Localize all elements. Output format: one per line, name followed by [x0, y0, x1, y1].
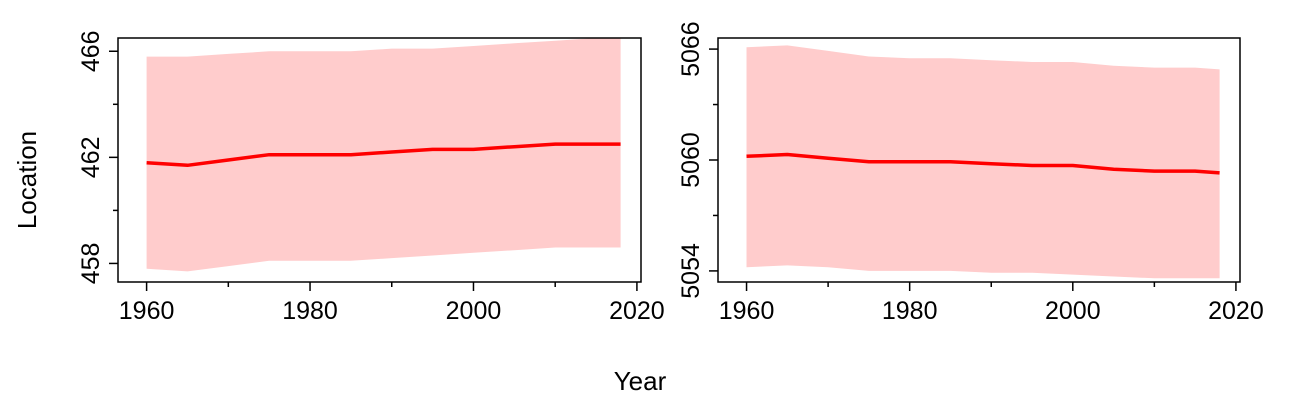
- confidence-band: [146, 38, 621, 272]
- x-tick-label: 1980: [282, 297, 338, 325]
- x-axis-title: Year: [614, 366, 667, 396]
- x-tick-label: 2020: [1208, 297, 1264, 325]
- x-tick-label: 2020: [609, 297, 665, 325]
- plot-frame: [117, 37, 642, 283]
- panel-2: 1960 1980 2000 2020 5054 5060 5066: [677, 21, 1264, 325]
- y-tick-label: 458: [77, 243, 105, 285]
- x-tick-label: 1960: [719, 297, 775, 325]
- y-tick-label: 5060: [677, 132, 705, 188]
- x-tick-label: 1960: [119, 297, 175, 325]
- y-axis-title: Location: [12, 131, 42, 229]
- panel-1: 1960 1980 2000 2020 458 462 466: [77, 30, 665, 325]
- y-tick-label: 462: [77, 136, 105, 178]
- y-tick-label: 466: [77, 30, 105, 72]
- panels: 1960 1980 2000 2020 458 462 466 1960 1980 2000 202…: [77, 21, 1264, 325]
- x-tick-label: 2000: [446, 297, 502, 325]
- y-tick-label: 5054: [677, 243, 705, 299]
- y-tick-label: 5066: [677, 21, 705, 77]
- x-tick-label: 1980: [882, 297, 938, 325]
- estimate-line: [146, 142, 621, 168]
- x-tick-label: 2000: [1045, 297, 1101, 325]
- estimate-line: [746, 152, 1220, 175]
